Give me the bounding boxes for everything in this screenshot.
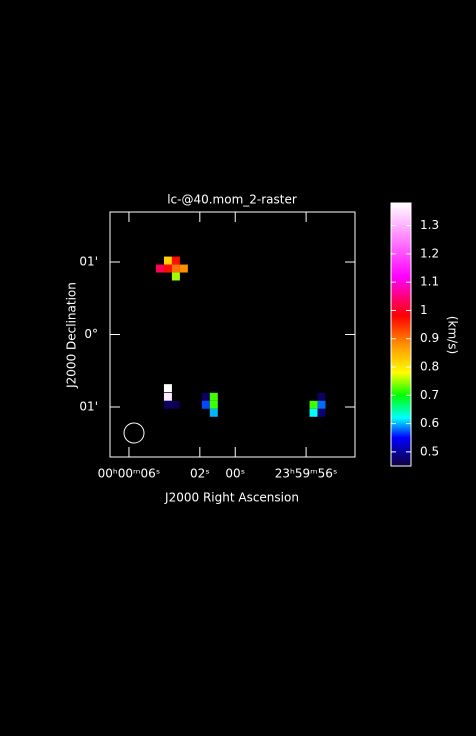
- cell: [171, 264, 180, 273]
- x-tick-label: 00ˢ: [225, 467, 245, 481]
- colorbar: [390, 202, 412, 467]
- cell: [201, 400, 210, 409]
- cell: [309, 408, 318, 417]
- cell: [163, 256, 172, 265]
- x-tick-label: 02ˢ: [190, 467, 210, 481]
- cell: [317, 408, 326, 417]
- colorbar-tick-label: 1.1: [420, 275, 439, 289]
- cell: [209, 400, 218, 409]
- colorbar-tick-label: 0.9: [420, 331, 439, 345]
- colorbar-tick-label: 0.7: [420, 388, 439, 402]
- colorbar-tick-label: 1.3: [420, 218, 439, 232]
- cell: [317, 400, 326, 409]
- colorbar-tick-label: 0.8: [420, 360, 439, 374]
- cell: [171, 256, 180, 265]
- cell: [201, 392, 210, 401]
- beam: [123, 422, 145, 444]
- cell: [309, 400, 318, 409]
- cell: [171, 400, 180, 409]
- colorbar-title: (km/s): [446, 316, 460, 354]
- cell: [163, 384, 172, 393]
- cell: [209, 392, 218, 401]
- x-axis-title: J2000 Right Ascension: [164, 491, 299, 505]
- cell: [163, 264, 172, 273]
- y-tick-label: 01': [79, 399, 98, 413]
- colorbar-tick-label: 1.2: [420, 246, 439, 260]
- x-tick-label: 23ʰ59ᵐ56ˢ: [275, 467, 338, 481]
- cell: [209, 408, 218, 417]
- y-tick-label: 0°: [84, 327, 98, 341]
- cell: [179, 264, 188, 273]
- colorbar-tick-label: 1: [420, 303, 428, 317]
- chart-title: lc-@40.mom_2-raster: [167, 193, 297, 207]
- cell: [163, 400, 172, 409]
- cell: [163, 392, 172, 401]
- cell: [155, 264, 164, 273]
- y-axis-title: J2000 Declination: [65, 282, 79, 389]
- x-tick-label: 00ʰ00ᵐ06ˢ: [98, 467, 161, 481]
- colorbar-tick-label: 0.5: [420, 444, 439, 458]
- cell: [317, 392, 326, 401]
- y-tick-label: 01': [79, 255, 98, 269]
- colorbar-tick-label: 0.6: [420, 416, 439, 430]
- cell: [171, 272, 180, 281]
